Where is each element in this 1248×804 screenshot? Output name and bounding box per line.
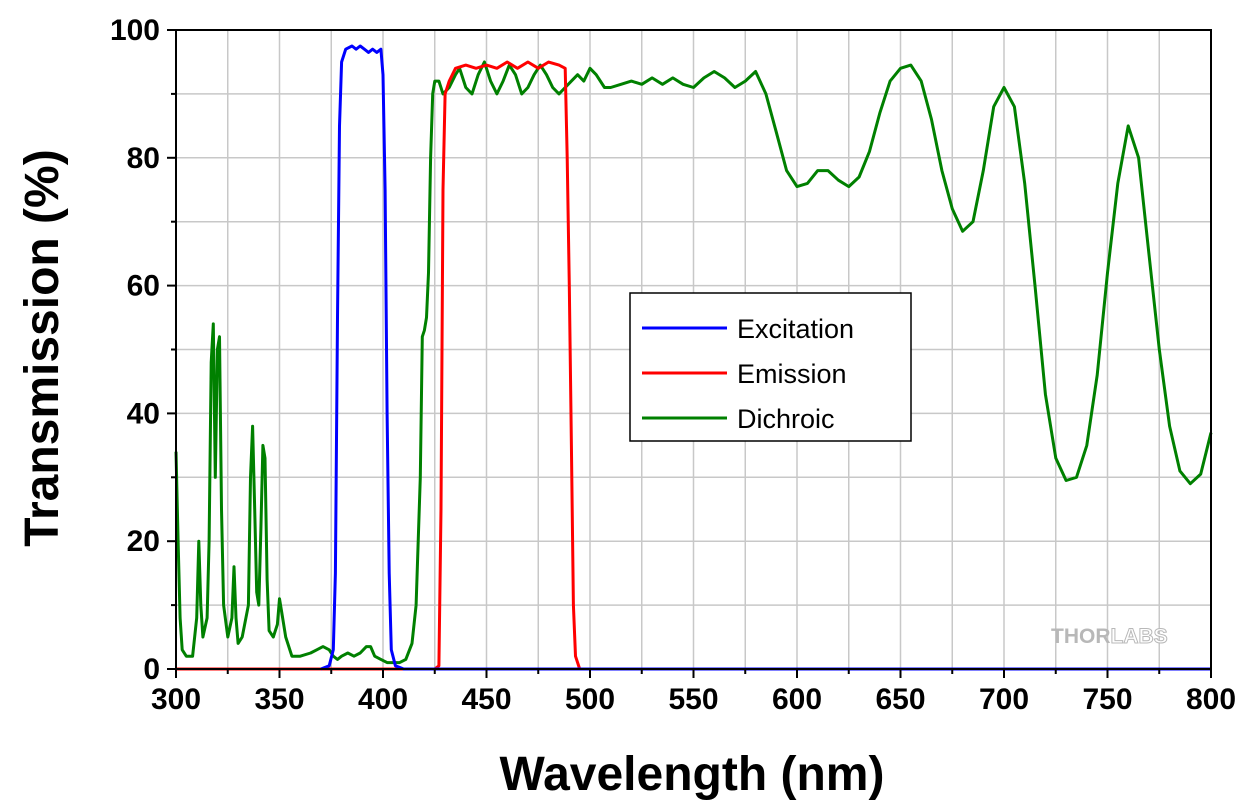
legend-label-excitation: Excitation [737, 314, 854, 344]
series-line-excitation [320, 44, 1211, 671]
series-line-emission [176, 60, 1211, 671]
x-tick-label: 500 [565, 683, 615, 716]
y-tick-label: 20 [127, 525, 160, 558]
y-tick-label: 100 [110, 14, 160, 47]
x-tick-label: 800 [1186, 683, 1236, 716]
series-line-dichroic [174, 60, 1213, 665]
x-tick-label: 400 [358, 683, 408, 716]
series-lines [174, 44, 1213, 671]
x-tick-label: 650 [875, 683, 925, 716]
legend: Excitation Emission Dichroic [629, 292, 912, 442]
y-axis-title: Transmission (%) [16, 149, 69, 546]
legend-label-dichroic: Dichroic [737, 404, 835, 434]
y-tick-label: 0 [143, 653, 160, 686]
x-tick-label: 600 [772, 683, 822, 716]
y-tick-label: 40 [127, 397, 160, 430]
y-tick-labels: 0 20 40 60 80 100 [110, 14, 160, 686]
logo-text: THORLABS [1051, 625, 1168, 648]
legend-box [629, 292, 912, 442]
legend-label-emission: Emission [737, 359, 847, 389]
x-tick-label: 350 [254, 683, 304, 716]
thorlabs-logo: THORLABS [1051, 625, 1168, 649]
x-tick-label: 450 [461, 683, 511, 716]
y-tick-label: 80 [127, 142, 160, 175]
x-tick-label: 700 [979, 683, 1029, 716]
x-axis-title: Wavelength (nm) [500, 748, 885, 801]
axis-ticks [167, 29, 1212, 678]
x-tick-label: 300 [151, 683, 201, 716]
y-tick-label: 60 [127, 270, 160, 303]
x-tick-labels: 300 350 400 450 500 550 600 650 700 750 800 [151, 683, 1236, 716]
x-tick-label: 750 [1082, 683, 1132, 716]
x-tick-label: 550 [668, 683, 718, 716]
